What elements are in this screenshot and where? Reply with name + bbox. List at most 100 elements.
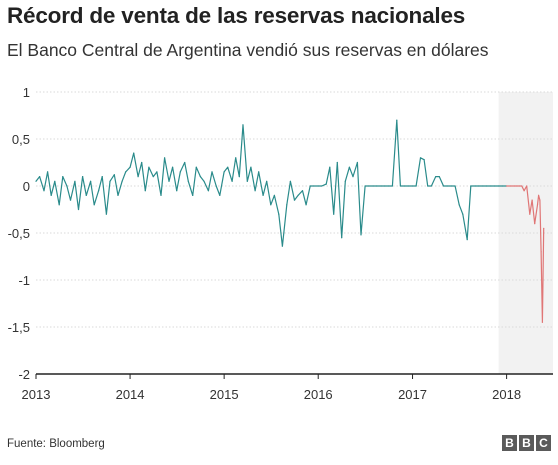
data-point <box>203 180 205 182</box>
x-tick-label: 2014 <box>116 387 145 402</box>
bbc-logo-letter: C <box>536 435 551 451</box>
x-tick-label: 2017 <box>398 387 427 402</box>
data-point <box>211 171 213 173</box>
data-point <box>54 180 56 182</box>
data-point <box>235 157 237 159</box>
data-point <box>148 166 150 168</box>
y-tick-label: 0,5 <box>12 132 30 147</box>
data-point <box>333 213 335 215</box>
data-point <box>485 185 488 187</box>
data-point <box>231 180 233 182</box>
data-point <box>179 171 181 173</box>
data-point <box>227 166 229 168</box>
data-point <box>531 199 533 201</box>
data-point <box>506 185 508 187</box>
data-point <box>344 180 346 182</box>
data-point <box>541 321 544 323</box>
data-point <box>442 185 445 187</box>
data-point <box>466 238 468 241</box>
data-point <box>478 185 480 187</box>
data-point <box>493 185 496 187</box>
x-tick-label: 2016 <box>304 387 333 402</box>
data-point <box>74 180 76 182</box>
data-point <box>380 185 382 187</box>
x-tick-label: 2013 <box>22 387 51 402</box>
data-point <box>454 185 456 187</box>
data-point <box>113 174 115 176</box>
x-tick-label: 2015 <box>210 387 239 402</box>
data-point <box>474 185 476 187</box>
data-point <box>360 234 362 236</box>
data-point <box>281 245 283 247</box>
data-point <box>270 204 272 206</box>
data-point <box>458 204 460 206</box>
data-point <box>399 185 402 187</box>
series-layer <box>35 119 545 323</box>
data-point <box>50 194 52 196</box>
data-point <box>490 185 492 187</box>
data-point <box>419 157 422 159</box>
y-tick-label: 1 <box>23 85 30 100</box>
data-point <box>195 166 197 168</box>
y-tick-label: 0 <box>23 179 30 194</box>
data-point <box>536 204 539 206</box>
data-point <box>171 166 174 168</box>
data-point <box>403 185 406 187</box>
data-point <box>35 180 37 182</box>
data-point <box>187 180 189 182</box>
data-point <box>435 176 437 178</box>
data-point <box>117 194 119 196</box>
data-point <box>238 176 240 178</box>
data-point <box>141 161 143 164</box>
data-point <box>133 152 135 154</box>
data-point <box>364 185 366 187</box>
data-point <box>516 185 518 187</box>
data-point <box>105 213 107 215</box>
data-point <box>176 190 178 192</box>
data-point <box>199 176 202 178</box>
data-point <box>129 166 131 168</box>
data-point <box>273 194 275 196</box>
data-point <box>523 190 525 192</box>
data-point <box>321 185 323 187</box>
data-point <box>293 199 296 201</box>
data-point <box>43 190 45 192</box>
data-point <box>446 185 448 187</box>
data-point <box>526 185 528 187</box>
data-point <box>438 176 440 178</box>
data-point <box>98 190 100 192</box>
bbc-logo-letter: B <box>502 435 517 451</box>
data-point <box>254 190 256 192</box>
data-point <box>250 166 252 168</box>
gridline-layer <box>36 91 553 328</box>
data-point <box>46 171 49 173</box>
data-point <box>372 185 374 187</box>
data-point <box>501 185 503 187</box>
data-point <box>82 176 84 178</box>
data-point <box>450 185 453 187</box>
data-point <box>336 161 338 164</box>
data-point <box>62 176 64 178</box>
data-point <box>407 185 409 187</box>
data-point <box>93 204 95 206</box>
data-point <box>144 190 146 192</box>
data-point <box>313 185 315 187</box>
data-point <box>348 166 350 168</box>
data-point <box>368 185 370 187</box>
data-point <box>219 194 221 196</box>
data-point <box>325 183 327 185</box>
y-tick-label: -1,5 <box>8 320 30 335</box>
line-chart: 2013 2014 2015 2016 2017 2018 1 0,5 0 -0,5 -1 -1,5… <box>8 85 553 402</box>
data-point <box>109 180 111 182</box>
x-axis: 2013 2014 2015 2016 2017 2018 <box>22 373 553 402</box>
data-point <box>121 180 123 182</box>
data-point <box>289 180 291 182</box>
data-point <box>498 185 500 187</box>
data-point <box>125 171 127 173</box>
x-tick-label: 2018 <box>492 387 521 402</box>
data-point <box>152 176 154 178</box>
data-point <box>521 185 523 187</box>
data-point <box>356 161 358 164</box>
data-point <box>482 185 484 187</box>
data-point <box>297 194 299 196</box>
